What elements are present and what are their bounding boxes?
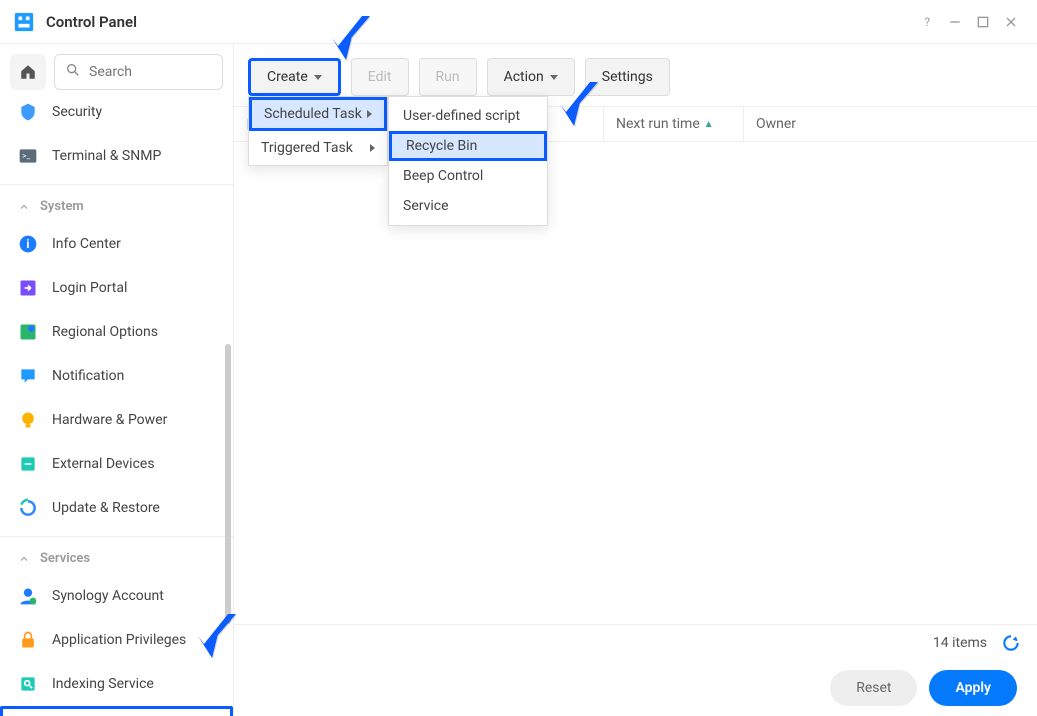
annotation-arrow <box>198 614 238 662</box>
chat-icon <box>18 366 38 386</box>
button-label: Action <box>504 69 544 85</box>
svg-text:i: i <box>26 237 29 251</box>
sidebar-item-security[interactable]: Security <box>0 102 233 134</box>
button-label: Run <box>436 69 460 85</box>
create-dropdown: Scheduled Task Triggered Task <box>248 96 388 166</box>
lock-icon <box>18 630 38 650</box>
dropdown-triggered-task[interactable]: Triggered Task <box>249 131 387 165</box>
sidebar-item-indexing[interactable]: Indexing Service <box>0 662 233 706</box>
device-icon <box>18 454 38 474</box>
refresh-icon <box>18 498 38 518</box>
sidebar-item-label: Info Center <box>52 236 121 252</box>
sidebar-item-label: Security <box>52 104 102 120</box>
sidebar-item-label: Application Privileges <box>52 632 186 648</box>
dropdown-label: Scheduled Task <box>264 106 362 122</box>
submenu-service[interactable]: Service <box>389 191 547 221</box>
sidebar-section-system[interactable]: System <box>0 184 233 222</box>
sidebar-item-external-devices[interactable]: External Devices <box>0 442 233 486</box>
sidebar-item-label: Regional Options <box>52 324 158 340</box>
column-next-run[interactable]: Next run time▲ <box>604 107 744 141</box>
shield-icon <box>18 102 38 122</box>
refresh-button[interactable] <box>1001 633 1021 653</box>
sidebar-item-update-restore[interactable]: Update & Restore <box>0 486 233 530</box>
sidebar-item-label: Indexing Service <box>52 676 154 692</box>
close-button[interactable] <box>997 8 1025 36</box>
chevron-up-icon <box>18 553 30 565</box>
sidebar-item-info-center[interactable]: i Info Center <box>0 222 233 266</box>
main-panel: Create Edit Run Action Settings Enabled … <box>234 44 1037 716</box>
caret-right-icon <box>367 110 372 118</box>
app-icon <box>12 10 36 34</box>
run-button: Run <box>419 58 477 96</box>
sort-ascending-icon: ▲ <box>704 119 714 130</box>
sidebar-item-notification[interactable]: Notification <box>0 354 233 398</box>
search-input[interactable] <box>89 64 212 80</box>
sidebar-item-hardware[interactable]: Hardware & Power <box>0 398 233 442</box>
column-owner[interactable]: Owner <box>744 107 1037 141</box>
sidebar-section-services[interactable]: Services <box>0 536 233 574</box>
sidebar-item-regional[interactable]: Regional Options <box>0 310 233 354</box>
help-button[interactable]: ? <box>913 8 941 36</box>
apply-button[interactable]: Apply <box>929 670 1017 706</box>
sidebar-item-label: Hardware & Power <box>52 412 167 428</box>
reset-button[interactable]: Reset <box>830 670 917 706</box>
window-title: Control Panel <box>46 13 913 31</box>
bulb-icon <box>18 410 38 430</box>
items-count: 14 items <box>933 635 987 651</box>
sidebar-item-label: Login Portal <box>52 280 127 296</box>
button-label: Edit <box>368 69 392 85</box>
svg-text:?: ? <box>924 15 930 29</box>
flag-icon <box>18 322 38 342</box>
section-title: System <box>40 199 84 214</box>
info-icon: i <box>18 234 38 254</box>
sidebar-item-synology-account[interactable]: Synology Account <box>0 574 233 618</box>
sidebar-item-login-portal[interactable]: Login Portal <box>0 266 233 310</box>
scheduled-task-submenu: User-defined script Recycle Bin Beep Con… <box>388 96 548 226</box>
submenu-beep-control[interactable]: Beep Control <box>389 161 547 191</box>
submenu-user-script[interactable]: User-defined script <box>389 101 547 131</box>
sidebar-item-label: Notification <box>52 368 124 384</box>
terminal-icon: >_ <box>18 146 38 166</box>
submenu-recycle-bin[interactable]: Recycle Bin <box>389 131 547 161</box>
window-titlebar: Control Panel ? <box>0 0 1037 44</box>
search-input-wrap[interactable] <box>54 54 223 90</box>
home-button[interactable] <box>10 54 46 90</box>
annotation-arrow <box>560 82 600 130</box>
minimize-button[interactable] <box>941 8 969 36</box>
button-label: Create <box>267 69 308 85</box>
user-icon <box>18 586 38 606</box>
dropdown-label: Triggered Task <box>261 140 353 156</box>
search-icon <box>65 62 81 82</box>
svg-text:>_: >_ <box>22 152 30 162</box>
caret-down-icon <box>550 75 558 80</box>
sidebar-item-label: Update & Restore <box>52 500 160 516</box>
caret-right-icon <box>370 144 375 152</box>
annotation-arrow <box>332 16 372 64</box>
index-icon <box>18 674 38 694</box>
sidebar-item-label: External Devices <box>52 456 155 472</box>
sidebar-scrollbar[interactable] <box>225 344 231 624</box>
sidebar-item-label: Synology Account <box>52 588 164 604</box>
create-button[interactable]: Create <box>248 58 341 96</box>
sidebar-item-task-scheduler[interactable]: Task Scheduler <box>0 706 233 716</box>
button-label: Settings <box>602 69 653 85</box>
chevron-up-icon <box>18 201 30 213</box>
caret-down-icon <box>314 75 322 80</box>
sidebar-item-label: Terminal & SNMP <box>52 148 161 164</box>
sidebar-item-terminal[interactable]: >_ Terminal & SNMP <box>0 134 233 178</box>
section-title: Services <box>40 551 90 566</box>
status-bar: 14 items <box>234 624 1037 660</box>
dropdown-scheduled-task[interactable]: Scheduled Task <box>249 97 387 131</box>
portal-icon <box>18 278 38 298</box>
footer: Reset Apply <box>234 660 1037 716</box>
maximize-button[interactable] <box>969 8 997 36</box>
